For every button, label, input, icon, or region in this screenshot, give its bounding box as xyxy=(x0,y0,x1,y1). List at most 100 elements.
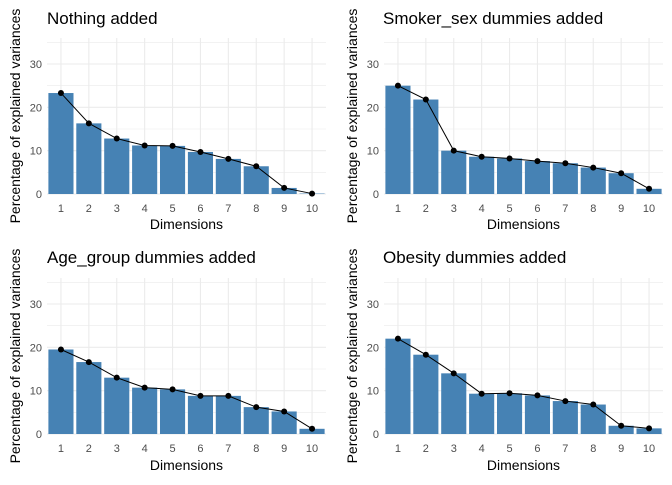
x-tick-label: 6 xyxy=(534,443,540,455)
x-axis-label: Dimensions xyxy=(150,457,223,473)
bar-dim-4 xyxy=(132,145,157,194)
x-tick-label: 6 xyxy=(197,203,203,215)
y-tick-label: 0 xyxy=(373,189,379,201)
y-tick-label: 20 xyxy=(367,102,379,114)
x-tick-label: 8 xyxy=(590,443,596,455)
bar-dim-3 xyxy=(104,378,129,434)
variance-point-2 xyxy=(86,359,92,365)
variance-point-6 xyxy=(197,149,203,155)
x-tick-label: 2 xyxy=(423,443,429,455)
variance-point-1 xyxy=(395,336,401,342)
chart-title: Age_group dummies added xyxy=(47,248,256,267)
bar-dim-1 xyxy=(48,350,73,435)
variance-point-3 xyxy=(114,375,120,381)
y-axis-label: Percentage of explained variances xyxy=(344,249,360,464)
bar-dim-3 xyxy=(441,373,466,434)
variance-point-7 xyxy=(225,393,231,399)
y-tick-label: 0 xyxy=(36,429,42,441)
variance-point-9 xyxy=(281,185,287,191)
x-axis-label: Dimensions xyxy=(487,457,560,473)
bar-dim-8 xyxy=(581,405,606,434)
y-tick-label: 10 xyxy=(367,146,379,158)
bar-dim-9 xyxy=(609,173,634,194)
bar-dim-2 xyxy=(413,355,438,434)
x-tick-label: 4 xyxy=(479,443,485,455)
bar-dim-4 xyxy=(469,394,494,434)
variance-point-7 xyxy=(562,160,568,166)
x-tick-label: 9 xyxy=(618,443,624,455)
y-axis-label: Percentage of explained variances xyxy=(7,249,23,464)
variance-point-8 xyxy=(253,163,259,169)
variance-point-5 xyxy=(507,390,513,396)
variance-point-10 xyxy=(309,191,315,197)
bar-dim-7 xyxy=(216,159,241,194)
variance-point-4 xyxy=(479,154,485,160)
variance-point-2 xyxy=(423,352,429,358)
y-tick-label: 30 xyxy=(30,59,42,71)
y-tick-label: 10 xyxy=(30,146,42,158)
x-tick-label: 1 xyxy=(395,203,401,215)
bar-dim-1 xyxy=(385,86,410,194)
x-tick-label: 3 xyxy=(114,203,120,215)
variance-point-6 xyxy=(197,393,203,399)
variance-point-1 xyxy=(58,90,64,96)
chart-title: Smoker_sex dummies added xyxy=(383,9,603,28)
x-tick-label: 1 xyxy=(58,203,64,215)
variance-point-5 xyxy=(170,143,176,149)
x-tick-label: 8 xyxy=(590,203,596,215)
variance-point-1 xyxy=(58,347,64,353)
variance-point-5 xyxy=(507,155,513,161)
y-tick-label: 30 xyxy=(367,59,379,71)
x-tick-label: 4 xyxy=(479,203,485,215)
variance-point-6 xyxy=(534,392,540,398)
x-tick-label: 10 xyxy=(643,443,655,455)
bar-dim-7 xyxy=(216,396,241,434)
x-tick-label: 3 xyxy=(451,203,457,215)
variance-point-3 xyxy=(451,148,457,154)
x-tick-label: 8 xyxy=(253,443,259,455)
variance-point-3 xyxy=(114,136,120,142)
x-tick-label: 9 xyxy=(281,443,287,455)
bar-dim-1 xyxy=(48,93,73,194)
x-tick-label: 1 xyxy=(58,443,64,455)
chart-title: Obesity dummies added xyxy=(383,248,566,267)
variance-point-6 xyxy=(534,158,540,164)
y-tick-label: 10 xyxy=(367,386,379,398)
variance-point-7 xyxy=(225,156,231,162)
x-tick-label: 3 xyxy=(451,443,457,455)
bar-dim-9 xyxy=(272,411,297,434)
bar-dim-3 xyxy=(104,139,129,194)
variance-point-5 xyxy=(170,386,176,392)
y-tick-label: 0 xyxy=(36,189,42,201)
bar-dim-6 xyxy=(525,161,550,194)
variance-point-10 xyxy=(646,186,652,192)
variance-point-4 xyxy=(142,385,148,391)
x-tick-label: 10 xyxy=(643,203,655,215)
variance-point-10 xyxy=(646,425,652,431)
x-tick-label: 10 xyxy=(306,443,318,455)
x-tick-label: 2 xyxy=(86,443,92,455)
x-tick-label: 3 xyxy=(114,443,120,455)
bar-dim-2 xyxy=(76,362,101,434)
bar-dim-6 xyxy=(188,152,213,194)
variance-point-2 xyxy=(86,120,92,126)
x-tick-label: 4 xyxy=(142,443,148,455)
x-tick-label: 7 xyxy=(225,443,231,455)
bar-dim-7 xyxy=(553,401,578,434)
variance-point-3 xyxy=(451,370,457,376)
x-tick-label: 9 xyxy=(281,203,287,215)
x-tick-label: 7 xyxy=(562,443,568,455)
bar-dim-5 xyxy=(497,158,522,194)
x-tick-label: 7 xyxy=(225,203,231,215)
bar-dim-5 xyxy=(497,393,522,434)
bar-dim-4 xyxy=(132,388,157,434)
x-tick-label: 4 xyxy=(142,203,148,215)
x-tick-label: 6 xyxy=(534,203,540,215)
x-axis-label: Dimensions xyxy=(487,216,560,232)
bar-dim-6 xyxy=(525,395,550,434)
